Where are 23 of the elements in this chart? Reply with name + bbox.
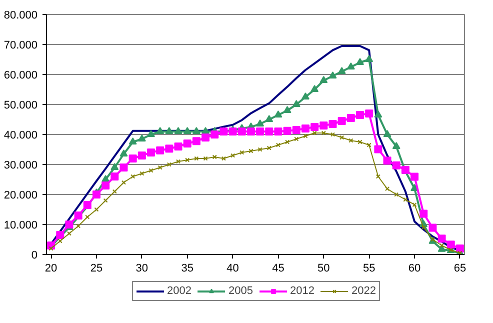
x-tick-label: 20 bbox=[44, 262, 58, 274]
y-tick-label: 10.000 bbox=[4, 220, 38, 232]
x-tick-label: 50 bbox=[318, 262, 330, 274]
y-tick-label: 20.000 bbox=[4, 190, 38, 202]
x-tick-label: 60 bbox=[408, 262, 421, 274]
legend-label: 2005 bbox=[228, 285, 253, 297]
x-tick-label: 35 bbox=[181, 262, 194, 274]
x-tick-label: 40 bbox=[226, 262, 239, 274]
y-tick-label: 80.000 bbox=[4, 10, 38, 22]
legend-label: 2022 bbox=[351, 285, 376, 297]
x-tick-label: 30 bbox=[136, 262, 148, 274]
x-tick-label: 25 bbox=[90, 262, 103, 274]
y-tick-label: 50.000 bbox=[4, 100, 38, 112]
legend-label: 2012 bbox=[290, 285, 314, 297]
y-tick-label: 40.000 bbox=[4, 130, 38, 142]
x-tick-label: 45 bbox=[272, 262, 284, 274]
y-tick-label: 0 bbox=[31, 250, 38, 262]
x-tick-label: 55 bbox=[362, 262, 376, 274]
y-tick-label: 70.000 bbox=[4, 40, 38, 52]
y-tick-label: 60.000 bbox=[4, 70, 38, 82]
legend-label: 2002 bbox=[167, 285, 192, 297]
x-tick-label: 65 bbox=[454, 262, 466, 274]
y-tick-label: 30.000 bbox=[4, 160, 38, 172]
